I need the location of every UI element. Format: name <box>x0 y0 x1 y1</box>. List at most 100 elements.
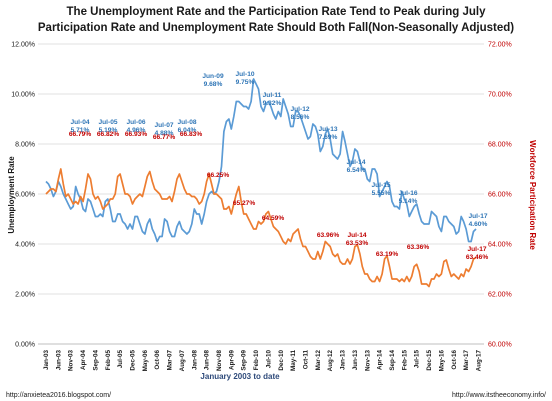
participation-annotation-value: 63.46% <box>466 254 489 261</box>
unemployment-annotation-label: Jul-04 <box>70 119 89 126</box>
right-tick-label: 70.00% <box>488 92 512 99</box>
x-tick-label: Oct-16 <box>451 350 458 370</box>
x-tick-label: Mar-12 <box>315 350 322 371</box>
x-tick-label: Jul-15 <box>414 350 421 369</box>
x-tick-label: Jan-13 <box>340 350 347 370</box>
chart-title-line2: Participation Rate and Unemployment Rate… <box>38 22 514 34</box>
participation-annotation-value: 63.19% <box>376 251 399 258</box>
unemployment-annotation-value: 9.32% <box>263 100 282 107</box>
unemployment-annotation-value: 6.54% <box>347 167 366 174</box>
unemployment-annotation-label: Jul-15 <box>371 182 390 189</box>
x-tick-label: Dec-10 <box>278 350 285 371</box>
unemployment-annotation-label: Jul-05 <box>98 119 117 126</box>
x-tick-label: Feb-15 <box>401 350 408 371</box>
left-axis-ticks: 0.00% 2.00% 4.00% 6.00% 8.00% 10.00% 12.00% <box>11 42 35 349</box>
right-tick-label: 66.00% <box>488 192 512 199</box>
participation-annotation-value: 64.59% <box>262 215 285 222</box>
x-tick-label: Oct-06 <box>154 350 161 370</box>
right-tick-label: 72.00% <box>488 42 512 49</box>
x-tick-label: May-11 <box>290 350 297 372</box>
left-tick-label: 8.00% <box>15 142 35 149</box>
unemployment-annotation-label: Jul-14 <box>346 159 365 166</box>
x-axis-ticks: Jan-03 Jun-03 Nov-03 Apr-04 Sep-04 Feb-05 Jul-… <box>43 350 482 372</box>
right-axis-title: Workforce Participation Rate <box>528 140 537 250</box>
unemployment-annotation-label: Jul-16 <box>398 190 417 197</box>
unemployment-annotation-value: 5.55% <box>372 190 391 197</box>
x-tick-label: Feb-05 <box>105 350 112 371</box>
x-tick-label: Dec-15 <box>426 350 433 371</box>
x-tick-label: Oct-11 <box>302 350 309 370</box>
participation-annotation-value: 66.83% <box>180 131 203 138</box>
participation-annotation-value: 66.93% <box>125 131 148 138</box>
participation-annotation-value: 66.82% <box>97 131 120 138</box>
footer-right-url: http://www.itstheeconomy.info/ <box>452 392 546 399</box>
footer-left-url: http://anxietea2016.blogspot.com/ <box>6 392 111 399</box>
x-tick-label: Sep-14 <box>389 350 396 371</box>
unemployment-annotation-label: Jul-12 <box>290 106 309 113</box>
x-tick-label: Jan-08 <box>191 350 198 370</box>
x-tick-label: Jan-03 <box>43 350 50 370</box>
unemployment-annotation-label: Jul-11 <box>263 92 282 99</box>
x-tick-label: Sep-09 <box>241 350 248 371</box>
unemployment-annotation-value: 8.56% <box>291 114 310 121</box>
unemployment-annotation-value: 4.96% <box>127 127 146 134</box>
series-layer <box>45 78 477 288</box>
x-tick-label: Nov-03 <box>68 350 75 371</box>
participation-annotation-value: 63.53% <box>346 240 369 247</box>
right-tick-label: 62.00% <box>488 292 512 299</box>
unemployment-annotation-value: 9.68% <box>204 81 223 88</box>
unemployment-annotation-value: 5.19% <box>99 127 118 134</box>
left-tick-label: 12.00% <box>11 42 35 49</box>
x-tick-label: Nov-08 <box>216 350 223 371</box>
x-tick-label: Mar-07 <box>167 350 174 371</box>
x-tick-label: Apr-04 <box>80 350 87 370</box>
right-tick-label: 68.00% <box>488 142 512 149</box>
unemployment-annotation-value: 5.71% <box>71 127 90 134</box>
chart-title-line1: The Unemployment Rate and the Participat… <box>67 6 487 18</box>
x-axis-title: January 2003 to date <box>200 372 280 381</box>
left-axis-title: Unemployment Rate <box>7 156 16 234</box>
right-axis-ticks: 60.00% 62.00% 64.00% 66.00% 68.00% 70.00% 72.0… <box>488 42 512 349</box>
x-tick-label: Jul-10 <box>265 350 272 369</box>
gridlines <box>38 43 484 345</box>
x-tick-label: Apr-09 <box>228 350 235 370</box>
unemployment-annotation-label: Jul-07 <box>154 122 173 129</box>
x-tick-label: Dec-05 <box>129 350 136 371</box>
x-tick-label: May-16 <box>438 350 445 372</box>
participation-annotation-value: 63.96% <box>317 232 340 239</box>
unemployment-annotation-label: Jul-10 <box>235 71 254 78</box>
x-tick-label: Jun-08 <box>204 350 211 371</box>
x-tick-label: Aug-07 <box>179 350 186 372</box>
unemployment-annotation-label: Jun-09 <box>202 73 224 80</box>
unemployment-annotation-value: 4.60% <box>469 221 488 228</box>
x-tick-label: Aug-12 <box>327 350 334 372</box>
participation-annotation-value: 66.25% <box>207 172 230 179</box>
x-tick-label: Apr-14 <box>377 350 384 370</box>
right-tick-label: 60.00% <box>488 342 512 349</box>
left-tick-label: 0.00% <box>15 342 35 349</box>
right-tick-label: 64.00% <box>488 242 512 249</box>
unemployment-annotation-label: Jul-13 <box>318 126 337 133</box>
unemployment-annotation-label: Jul-17 <box>468 213 487 220</box>
participation-annotation-value: 65.27% <box>233 200 256 207</box>
participation-annotation-value: 63.36% <box>407 244 430 251</box>
unemployment-annotation-value: 9.75% <box>236 79 255 86</box>
x-tick-label: Mar-17 <box>463 350 470 371</box>
x-tick-label: Sep-04 <box>92 350 99 371</box>
left-tick-label: 10.00% <box>11 92 35 99</box>
left-tick-label: 2.00% <box>15 292 35 299</box>
unemployment-annotation-value: 5.14% <box>399 198 418 205</box>
annotations: Jul-045.71%Jul-055.19%Jul-064.96%Jul-074… <box>69 71 489 261</box>
x-tick-label: Aug-17 <box>475 350 482 372</box>
unemployment-rate-line <box>45 78 477 243</box>
unemployment-annotation-value: 7.69% <box>319 134 338 141</box>
x-tick-label: Nov-13 <box>364 350 371 371</box>
x-tick-label: Jun-13 <box>352 350 359 371</box>
left-tick-label: 6.00% <box>15 192 35 199</box>
x-tick-label: Jun-03 <box>55 350 62 371</box>
x-tick-label: May-06 <box>142 350 149 372</box>
participation-annotation-label: Jul-17 <box>467 246 486 253</box>
